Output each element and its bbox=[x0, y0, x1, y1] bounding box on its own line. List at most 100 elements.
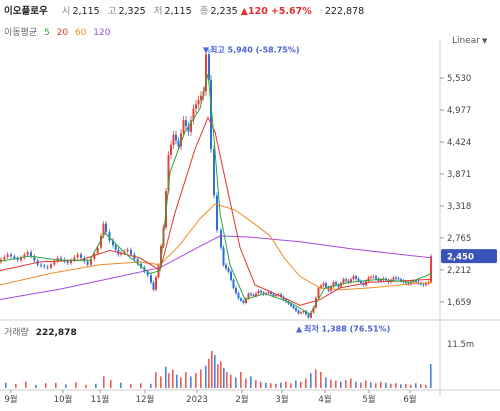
candle-body bbox=[367, 277, 370, 282]
candle-body bbox=[46, 266, 49, 268]
candle-body bbox=[407, 283, 410, 285]
candle-body bbox=[50, 264, 52, 268]
candle-body bbox=[23, 254, 26, 258]
candle-body bbox=[295, 308, 297, 311]
volume-tick-label: 11.5m bbox=[447, 340, 474, 350]
candle-body bbox=[187, 126, 190, 132]
open-label: 시 bbox=[61, 6, 71, 17]
volume-bars bbox=[5, 350, 432, 388]
candle-body bbox=[257, 290, 260, 294]
volume-bar bbox=[211, 350, 213, 388]
x-tick-label: 2023 bbox=[186, 395, 208, 405]
volume-bar bbox=[340, 381, 342, 388]
candle-body bbox=[250, 293, 252, 295]
volume-bar bbox=[185, 372, 187, 388]
candle-body bbox=[415, 280, 417, 283]
candle-body bbox=[300, 312, 302, 314]
volume-bar bbox=[290, 383, 292, 388]
ma-60-label: 60 bbox=[74, 28, 87, 38]
candle-body bbox=[267, 291, 270, 294]
candle-body bbox=[317, 287, 320, 298]
ma-legend-title: 이동평균 bbox=[4, 28, 38, 38]
ma-120-line bbox=[0, 235, 433, 300]
candle-body bbox=[247, 293, 250, 299]
candle-body bbox=[237, 293, 240, 299]
volume-bar bbox=[5, 382, 7, 388]
volume-bar bbox=[208, 358, 210, 388]
y-tick-label: 3,318 bbox=[447, 202, 471, 212]
candle-body bbox=[222, 247, 225, 265]
candle-body bbox=[410, 282, 412, 284]
volume-bar bbox=[150, 383, 152, 388]
candle-body bbox=[352, 276, 355, 280]
x-tick-label: 2월 bbox=[235, 394, 248, 405]
low-label: 저 bbox=[153, 6, 163, 17]
candle-body bbox=[227, 268, 230, 272]
y-tick-label: 2,212 bbox=[447, 266, 471, 276]
volume-bar bbox=[235, 377, 237, 388]
candle-body bbox=[372, 276, 375, 278]
candle-body bbox=[310, 312, 312, 318]
volume-bar bbox=[375, 383, 377, 388]
candle-body bbox=[105, 223, 107, 233]
stock-header: 이오플로우 시 2,115 고 2,325 저 2,115 종 2,235 ▲120 +… bbox=[4, 3, 364, 17]
candle-body bbox=[240, 298, 242, 301]
volume-bar bbox=[275, 383, 277, 388]
candle-body bbox=[102, 223, 105, 236]
high-label: 고 bbox=[107, 6, 117, 17]
volume-bar bbox=[140, 383, 142, 388]
volume-bar bbox=[420, 384, 422, 388]
volume-bar bbox=[15, 383, 17, 388]
candle-body bbox=[270, 291, 272, 295]
volume-bar bbox=[45, 383, 47, 388]
candle-body bbox=[400, 279, 402, 281]
candle-body bbox=[150, 275, 152, 283]
scale-selector[interactable]: Linear ▼ bbox=[452, 36, 487, 46]
volume-bar bbox=[395, 383, 397, 388]
volume-bar bbox=[270, 383, 272, 388]
candle-body bbox=[185, 120, 187, 127]
volume-bar bbox=[350, 378, 352, 388]
ma-20-line bbox=[0, 116, 433, 306]
candle-body bbox=[83, 257, 86, 262]
volume-legend-value: 222,878 bbox=[35, 328, 77, 338]
candle-body bbox=[195, 104, 197, 109]
volume-bar bbox=[255, 380, 257, 388]
candle-body bbox=[43, 265, 46, 267]
candle-body bbox=[76, 254, 79, 258]
ma-120-label: 120 bbox=[93, 28, 111, 38]
close-label: 종 bbox=[199, 6, 209, 17]
candle-body bbox=[26, 252, 29, 255]
volume-bar bbox=[335, 380, 337, 388]
y-tick-label: 4,977 bbox=[447, 106, 471, 116]
candle-body bbox=[332, 282, 335, 287]
candle-body bbox=[13, 256, 16, 259]
volume-bar bbox=[65, 384, 67, 388]
close-value: 2,235 bbox=[210, 6, 238, 17]
y-tick-label: 3,871 bbox=[447, 170, 471, 180]
candle-body bbox=[66, 261, 69, 264]
candle-body bbox=[412, 280, 415, 283]
moving-average-lines bbox=[0, 73, 433, 315]
candle-body bbox=[180, 133, 182, 147]
volume-header-value: 222,878 bbox=[324, 6, 365, 17]
volume-bar bbox=[35, 384, 37, 388]
volume-bar bbox=[330, 379, 332, 388]
scale-label: Linear bbox=[452, 36, 480, 46]
candle-body bbox=[287, 301, 290, 304]
ma-60-line bbox=[0, 203, 433, 291]
candlestick-series bbox=[0, 49, 432, 319]
candle-body bbox=[80, 254, 82, 258]
candle-body bbox=[197, 100, 200, 105]
volume-bar bbox=[214, 355, 216, 388]
chevron-down-icon: ▼ bbox=[481, 37, 488, 45]
low-marker-icon: ▲ bbox=[296, 325, 303, 334]
candle-body bbox=[252, 294, 255, 297]
volume-bar bbox=[390, 383, 392, 388]
candle-body bbox=[420, 283, 422, 285]
candle-body bbox=[30, 252, 32, 257]
volume-legend-title: 거래량 bbox=[4, 328, 29, 338]
candle-body bbox=[108, 232, 111, 241]
candle-body bbox=[220, 230, 222, 248]
